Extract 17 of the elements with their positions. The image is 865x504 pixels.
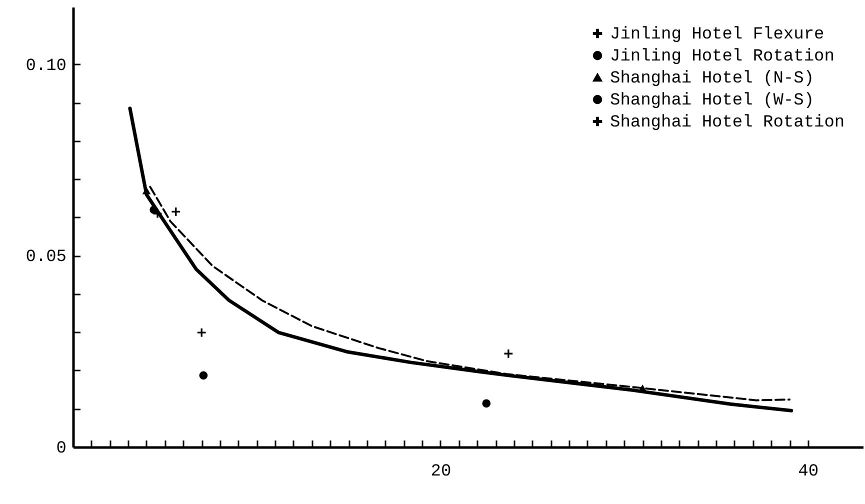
point [504, 349, 513, 358]
legend-label: Shanghai Hotel (N-S) [610, 70, 814, 88]
point [142, 187, 151, 194]
point [153, 209, 162, 218]
y-tick-label: 0 [56, 440, 66, 458]
x-tick-label: 40 [798, 462, 819, 482]
y-tick-label: 0.10 [26, 56, 66, 76]
legend-label: Jinling Hotel Rotation [610, 48, 834, 66]
point [197, 328, 206, 337]
legend-label: Shanghai Hotel (W-S) [610, 92, 814, 110]
legend-label: Shanghai Hotel Rotation [610, 114, 845, 132]
y-tick-label: 0.05 [26, 248, 66, 268]
legend-label: Jinling Hotel Flexure [610, 26, 824, 44]
point [199, 371, 208, 380]
x-tick-label: 20 [430, 462, 452, 482]
point [482, 399, 491, 408]
point [172, 208, 180, 216]
